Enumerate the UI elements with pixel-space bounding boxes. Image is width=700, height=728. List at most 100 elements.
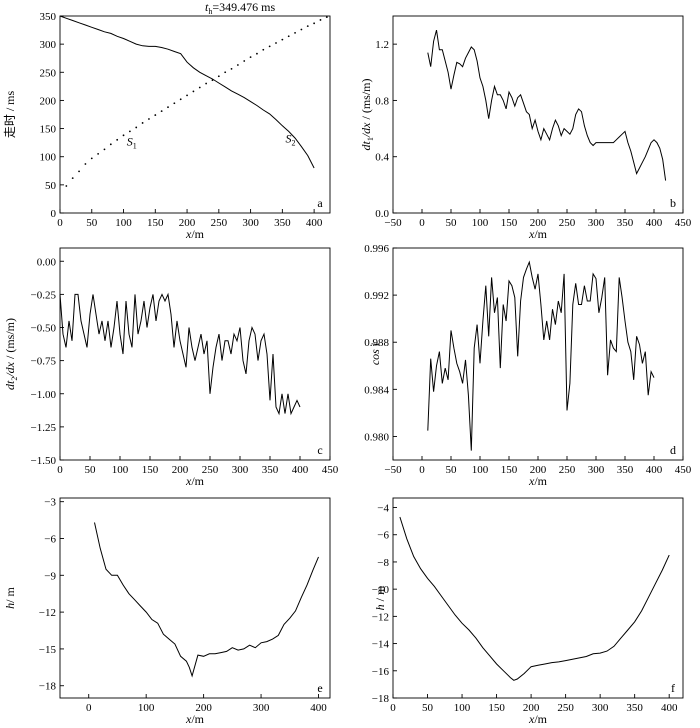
- y-tick-label-a: 300: [40, 39, 57, 51]
- x-tick-label-a: 400: [306, 217, 323, 229]
- y-tick-label-d: 0.980: [364, 431, 389, 443]
- plot-frame-f: [392, 497, 684, 699]
- x-tick-label-f: 0: [390, 702, 396, 714]
- x-axis-label-b: x/m: [528, 227, 548, 241]
- x-tick-label-d: 200: [530, 464, 547, 476]
- x-tick-label-f: 300: [592, 702, 609, 714]
- x-tick-label-f: 150: [488, 702, 505, 714]
- series-point-a: [116, 138, 119, 141]
- x-axis-label-c: x/m: [185, 474, 205, 488]
- y-axis-label-d: cos i: [368, 343, 382, 365]
- y-tick-label-d: 0.992: [364, 290, 389, 302]
- y-tick-label-a: 100: [40, 152, 57, 164]
- y-tick-label-c: −1.50: [31, 455, 57, 467]
- panel-letter-a: a: [317, 196, 323, 210]
- chart-panel-a: 0 50 100 150 200 250 300 350 400 0 50 100 150 200 250 3…: [3, 11, 331, 241]
- chart-panel-d: −50 0 50 100 150 200 250 300 350 400 450 0.980 0.984…: [364, 243, 692, 488]
- x-axis-label-f: x/m: [528, 712, 548, 726]
- x-tick-label-a: 200: [179, 217, 196, 229]
- series-point-a: [300, 28, 303, 31]
- series-point-a: [84, 163, 87, 165]
- panel-letter-f: f: [671, 681, 675, 695]
- x-tick-label-b: 400: [646, 217, 663, 229]
- x-tick-label-c: 150: [142, 464, 159, 476]
- y-tick-label-e: −9: [44, 570, 56, 582]
- series-label-s2: S2: [286, 132, 296, 148]
- series-point-a: [249, 56, 252, 58]
- x-tick-label-c: 0: [57, 464, 63, 476]
- x-tick-label-d: 350: [617, 464, 634, 476]
- series-line-d: [427, 260, 655, 451]
- x-tick-label-b: 450: [675, 217, 692, 229]
- y-tick-label-e: −18: [39, 681, 57, 693]
- x-tick-label-f: 200: [523, 702, 540, 714]
- y-axis-label-c: dt2/dx / (ms/m): [3, 318, 19, 390]
- x-tick-label-a: 100: [115, 217, 132, 229]
- series-point-a: [160, 110, 163, 113]
- x-tick-label-f: 100: [454, 702, 471, 714]
- series-line-a-s2: [59, 15, 315, 169]
- plot-frame-b: [392, 15, 684, 214]
- x-axis-label-e: x/m: [185, 712, 205, 726]
- series-point-a: [287, 35, 290, 38]
- series-point-a: [313, 22, 316, 25]
- x-tick-label-e: 200: [195, 702, 212, 714]
- series-point-a: [167, 106, 169, 109]
- x-tick-label-b: 50: [446, 217, 458, 229]
- x-tick-label-a: 0: [57, 217, 63, 229]
- x-tick-label-f: 350: [626, 702, 643, 714]
- x-tick-label-d: 50: [446, 464, 458, 476]
- x-tick-label-d: 100: [472, 464, 489, 476]
- y-tick-label-a: 50: [45, 180, 57, 192]
- y-tick-label-e: −6: [44, 533, 56, 545]
- y-tick-label-c: −0.50: [31, 323, 57, 335]
- series-point-a: [319, 19, 322, 21]
- y-tick-label-f: −8: [377, 557, 389, 569]
- chart-panel-c: 0 50 100 150 200 250 300 350 400 450 0.00 −0.25 −0.5…: [3, 247, 339, 488]
- series-point-a: [205, 82, 208, 85]
- y-tick-label-e: −15: [39, 644, 57, 656]
- x-tick-label-d: 150: [501, 464, 518, 476]
- x-tick-label-b: 100: [472, 217, 489, 229]
- y-tick-label-a: 250: [40, 67, 57, 79]
- x-tick-label-d: 250: [559, 464, 576, 476]
- y-tick-label-f: −16: [372, 666, 390, 678]
- y-tick-label-f: −10: [372, 584, 390, 596]
- x-tick-label-c: 300: [232, 464, 249, 476]
- x-tick-label-a: 150: [147, 217, 164, 229]
- x-tick-label-c: 200: [172, 464, 189, 476]
- plot-frame-a: [59, 15, 331, 214]
- series-point-a: [128, 130, 131, 133]
- x-tick-label-d: −50: [384, 464, 402, 476]
- series-point-a: [103, 148, 106, 151]
- y-axis-label-a: 走时 / ms: [3, 90, 17, 138]
- series-point-a: [109, 143, 112, 146]
- x-tick-label-c: 100: [112, 464, 129, 476]
- y-tick-label-c: 0.00: [37, 256, 57, 268]
- y-tick-label-f: −12: [372, 611, 389, 623]
- series-point-a: [281, 38, 284, 41]
- x-tick-label-d: 450: [675, 464, 692, 476]
- panel-letter-b: b: [670, 196, 676, 210]
- y-tick-label-a: 150: [40, 124, 57, 136]
- series-point-a: [179, 98, 182, 101]
- x-tick-label-e: 300: [253, 702, 270, 714]
- series-point-a: [224, 71, 227, 74]
- y-tick-label-d: 0.996: [364, 243, 389, 255]
- y-tick-label-f: −14: [372, 639, 390, 651]
- series-point-a: [198, 86, 201, 89]
- series-point-a: [154, 114, 157, 116]
- series-line-f: [399, 516, 670, 681]
- x-tick-label-b: 350: [617, 217, 634, 229]
- series-point-a: [173, 102, 176, 105]
- x-tick-label-a: 300: [242, 217, 259, 229]
- x-tick-label-e: 100: [138, 702, 155, 714]
- series-point-a: [71, 177, 74, 180]
- x-tick-label-c: 400: [292, 464, 309, 476]
- y-tick-label-f: −18: [372, 693, 390, 705]
- plot-frame-d: [392, 247, 684, 461]
- series-point-a: [268, 45, 271, 48]
- x-tick-label-b: 250: [559, 217, 576, 229]
- series-point-a: [78, 170, 80, 173]
